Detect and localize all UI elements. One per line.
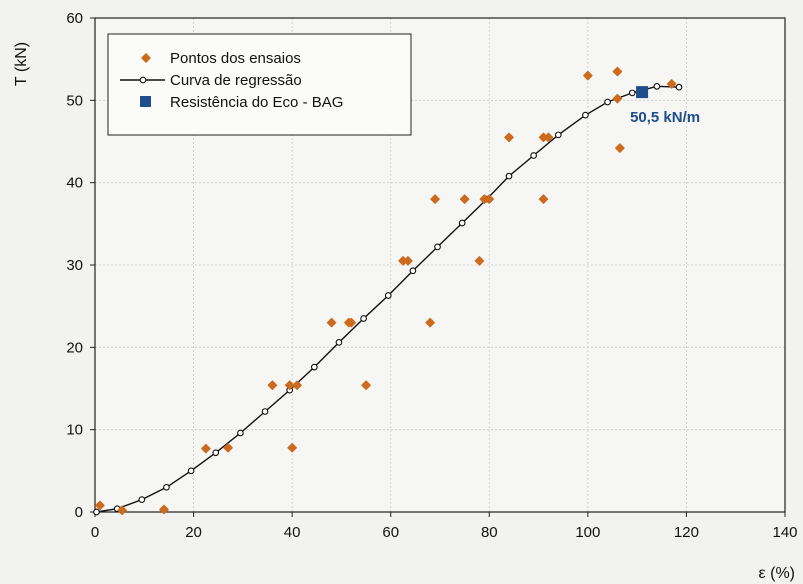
test-point: [284, 380, 295, 391]
regression-point: [530, 152, 537, 159]
test-point: [459, 194, 470, 204]
legend-marker-resistencia: [140, 96, 151, 107]
grid: [95, 18, 785, 512]
y-tick-label: 40: [66, 175, 83, 192]
series-layer: [93, 66, 683, 516]
legend-label-pontos: Pontos dos ensaios: [170, 50, 301, 67]
legend-marker-pontos: [141, 53, 151, 63]
legend-label-curva: Curva de regressão: [170, 72, 302, 89]
test-point: [201, 443, 211, 454]
legend-box: [107, 33, 412, 136]
regression-point: [212, 449, 220, 457]
test-point: [612, 66, 623, 77]
test-point: [267, 380, 278, 391]
test-point: [223, 442, 233, 453]
test-point: [612, 93, 623, 104]
test-point: [484, 194, 495, 204]
test-point: [504, 132, 514, 143]
y-tick-label: 30: [66, 257, 83, 274]
x-tick-label: 0: [91, 524, 99, 541]
regression-point: [384, 292, 392, 299]
y-axis-title: T (kN): [13, 42, 30, 86]
regression-point: [138, 496, 146, 504]
x-tick-label: 20: [185, 524, 202, 541]
regression-point: [675, 83, 683, 91]
x-tick-label: 140: [772, 524, 797, 541]
y-axis: 0 10 20 30 40 50 60: [66, 10, 95, 521]
test-point: [346, 317, 357, 328]
test-point: [430, 194, 440, 204]
test-point: [538, 194, 549, 204]
test-point: [326, 317, 337, 328]
test-point: [543, 132, 554, 143]
test-point: [117, 505, 127, 516]
resistance-point: [636, 86, 649, 99]
x-tick-label: 80: [481, 524, 498, 541]
x-axis-title: ε (%): [759, 565, 795, 582]
regression-point: [554, 131, 562, 139]
regression-point: [409, 267, 417, 275]
x-tick-label: 40: [284, 524, 301, 541]
y-tick-label: 60: [66, 10, 83, 27]
test-point: [474, 256, 485, 266]
regression-point: [163, 483, 170, 491]
legend-marker-curva: [139, 76, 147, 84]
y-tick-label: 50: [66, 92, 83, 109]
test-point: [403, 256, 413, 266]
legend: Pontos dos ensaios Curva de regressão Re…: [107, 33, 412, 136]
regression-point: [653, 82, 661, 90]
x-tick-label: 100: [575, 524, 600, 541]
y-tick-label: 0: [75, 504, 83, 521]
regression-point: [360, 315, 367, 322]
test-point: [666, 79, 677, 89]
regression-point: [628, 89, 636, 97]
regression-point: [237, 429, 244, 437]
test-point: [95, 500, 105, 511]
regression-point: [310, 363, 318, 371]
x-tick-label: 60: [382, 524, 399, 541]
test-point: [615, 143, 625, 153]
regression-point: [458, 219, 466, 227]
y-tick-label: 20: [66, 339, 83, 356]
regression-point: [582, 111, 589, 119]
x-tick-label: 120: [674, 524, 699, 541]
test-point: [292, 380, 302, 391]
test-point: [583, 70, 593, 81]
regression-point: [93, 508, 100, 516]
test-point: [361, 380, 371, 391]
legend-label-resistencia: Resistência do Eco - BAG: [170, 94, 343, 111]
regression-point: [335, 339, 343, 346]
annotation-label: 50,5 kN/m: [630, 109, 700, 126]
regression-point: [505, 172, 513, 180]
regression-point: [434, 243, 441, 251]
test-point: [287, 442, 297, 453]
test-point: [159, 504, 169, 515]
regression-point: [187, 467, 195, 475]
y-tick-label: 10: [66, 422, 83, 439]
x-axis: 0 20 40 60 80 100 120 140: [91, 512, 798, 541]
test-point: [425, 317, 435, 328]
regression-point: [261, 408, 269, 415]
regression-point: [604, 98, 611, 106]
